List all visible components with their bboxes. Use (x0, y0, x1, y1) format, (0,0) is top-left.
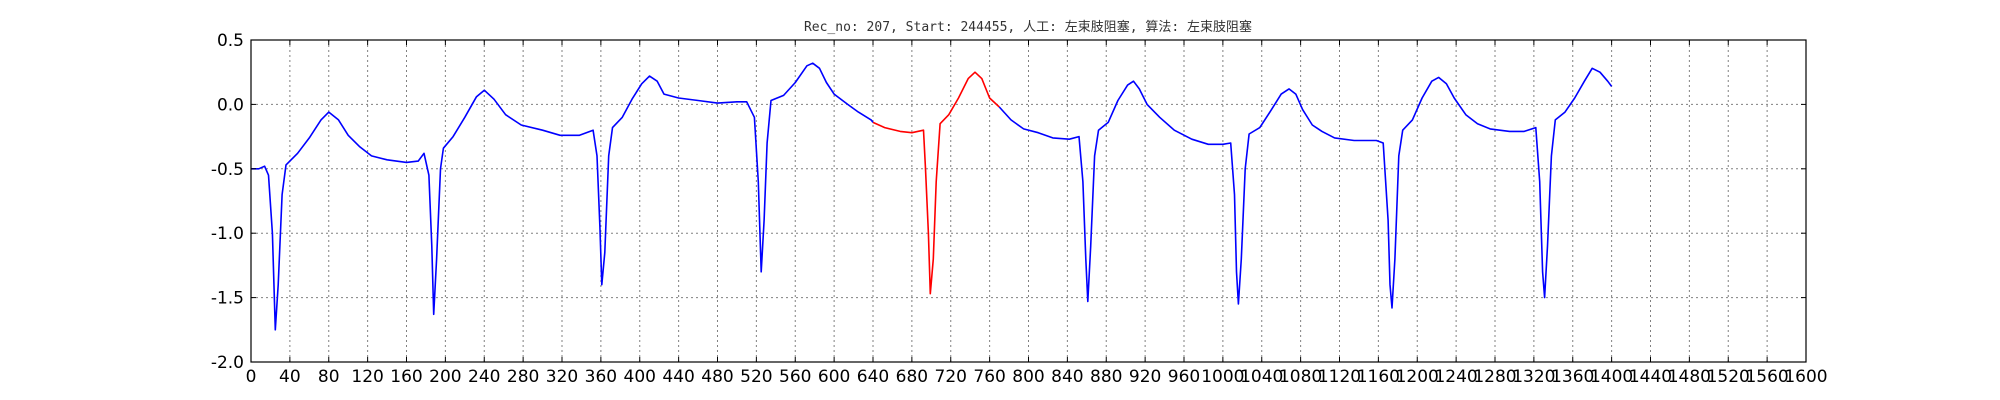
x-tick-label: 1480 (1668, 367, 1711, 387)
x-tick-label: 520 (740, 367, 772, 387)
x-tick-label: 200 (429, 367, 461, 387)
x-tick-label: 280 (507, 367, 539, 387)
series-line-3 (998, 67, 1613, 309)
x-tick-label: 720 (935, 367, 967, 387)
y-tick-label: 0.0 (217, 95, 244, 115)
series-line-1 (251, 62, 874, 331)
x-tick-label: 400 (624, 367, 656, 387)
x-tick-label: 440 (662, 367, 694, 387)
series-line-2 (872, 71, 1000, 295)
x-tick-label: 1000 (1201, 367, 1244, 387)
x-tick-label: 40 (279, 367, 301, 387)
x-tick-label: 360 (585, 367, 617, 387)
chart-title: Rec_no: 207, Start: 244455, 人工: 左束肢阻塞, 算… (804, 19, 1252, 35)
y-tick-label: 0.5 (217, 31, 244, 51)
x-tick-label: 1280 (1473, 367, 1516, 387)
x-tick-label: 160 (390, 367, 422, 387)
x-tick-label: 1520 (1707, 367, 1750, 387)
x-tick-label: 1040 (1240, 367, 1283, 387)
x-tick-label: 760 (973, 367, 1005, 387)
x-tick-label: 1320 (1512, 367, 1555, 387)
y-tick-label: -1.5 (211, 289, 244, 309)
x-tick-label: 680 (896, 367, 928, 387)
x-tick-label: 1400 (1590, 367, 1633, 387)
x-tick-label: 0 (246, 367, 257, 387)
x-tick-label: 480 (701, 367, 733, 387)
x-tick-label: 1440 (1629, 367, 1672, 387)
x-tick-label: 960 (1168, 367, 1200, 387)
grid-lines (251, 40, 1806, 362)
y-tick-label: -1.0 (211, 224, 244, 244)
x-tick-label: 640 (857, 367, 889, 387)
y-axis-ticks: -2.0 -1.5 -1.0 -0.5 0.0 0.5 (211, 31, 1806, 373)
x-tick-label: 240 (468, 367, 500, 387)
x-tick-label: 840 (1051, 367, 1083, 387)
y-tick-label: -0.5 (211, 160, 244, 180)
x-tick-label: 800 (1012, 367, 1044, 387)
x-tick-label: 1240 (1434, 367, 1477, 387)
x-tick-label: 120 (351, 367, 383, 387)
x-tick-label: 1360 (1551, 367, 1594, 387)
x-axis-ticks: 0 40 80 120 160 200 240 280 320 360 400 440 480 520 56… (246, 40, 1828, 387)
x-tick-label: 600 (818, 367, 850, 387)
series-group (251, 62, 1613, 331)
x-tick-label: 320 (546, 367, 578, 387)
y-tick-label: -2.0 (211, 353, 244, 373)
x-tick-label: 920 (1129, 367, 1161, 387)
x-tick-label: 560 (779, 367, 811, 387)
x-tick-label: 880 (1090, 367, 1122, 387)
x-tick-label: 1560 (1745, 367, 1788, 387)
x-tick-label: 80 (318, 367, 340, 387)
x-tick-label: 1200 (1396, 367, 1439, 387)
x-tick-label: 1600 (1784, 367, 1827, 387)
x-tick-label: 1080 (1279, 367, 1322, 387)
x-tick-label: 1120 (1318, 367, 1361, 387)
x-tick-label: 1160 (1357, 367, 1400, 387)
